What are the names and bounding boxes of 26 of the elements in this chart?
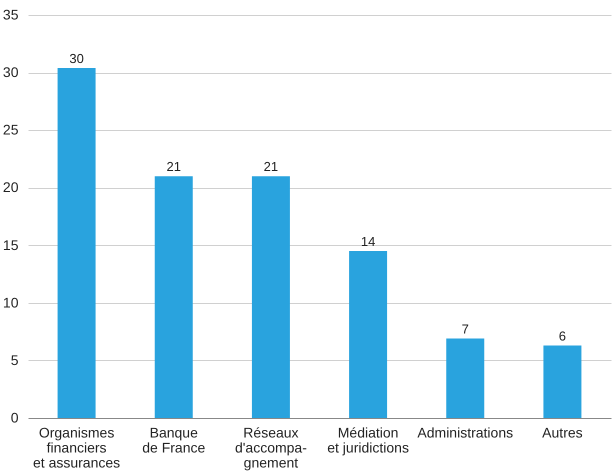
y-tick-label: 10 (2, 294, 19, 310)
bar (446, 338, 484, 418)
x-tick-label: Banque de France (142, 424, 206, 456)
y-tick-label: 25 (2, 122, 19, 138)
data-label: 7 (462, 322, 469, 337)
data-label: 21 (166, 159, 181, 174)
x-tick-label: Autres (542, 424, 583, 440)
x-tick-label: Réseaux d'accompa- gnement (234, 424, 308, 470)
x-tick-label: Médiation et juridictions (327, 424, 409, 456)
bar (58, 68, 96, 418)
x-tick-label: Administrations (417, 424, 514, 440)
bar (154, 176, 193, 418)
data-label: 21 (264, 159, 278, 174)
y-tick-label: 30 (2, 64, 19, 80)
y-tick-label: 20 (2, 179, 19, 196)
data-label: 30 (69, 50, 84, 66)
y-tick-label: 5 (10, 352, 19, 368)
x-tick-label: Organismes financiers et assurances (32, 424, 120, 470)
y-tick-label: 0 (10, 410, 19, 426)
data-label: 14 (360, 234, 376, 250)
bar (543, 345, 582, 418)
y-tick-label: 15 (2, 236, 19, 253)
bar (349, 251, 388, 418)
data-label: 6 (558, 328, 566, 344)
bar (252, 176, 290, 418)
y-tick-label: 35 (2, 6, 19, 22)
